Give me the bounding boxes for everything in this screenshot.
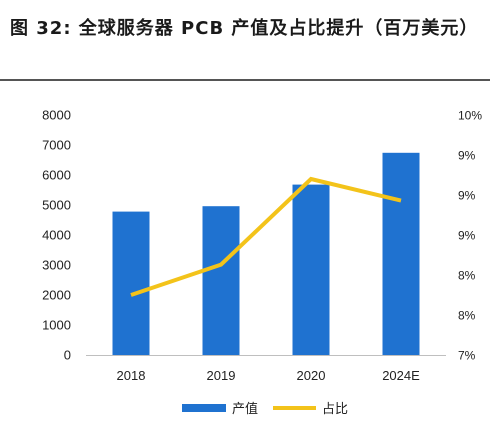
legend-label-bar: 产值: [232, 401, 258, 417]
y-right-tick-label: 9%: [458, 229, 476, 243]
y-left-tick-label: 2000: [42, 288, 71, 303]
y-left-tick-label: 6000: [42, 168, 71, 183]
legend-label-line: 占比: [322, 402, 348, 417]
x-tick-label: 2024E: [382, 368, 420, 383]
figure-title: 图 32: 全球服务器 PCB 产值及占比提升（百万美元）: [10, 18, 479, 39]
x-tick-label: 2018: [117, 368, 146, 383]
bar-2019: [202, 206, 240, 355]
y-right-tick-label: 7%: [458, 349, 476, 363]
bar-2020: [292, 184, 330, 355]
legend-swatch-bar: [182, 404, 226, 412]
y-left-tick-label: 4000: [42, 228, 71, 243]
x-tick-label: 2019: [207, 368, 236, 383]
y-left-tick-label: 1000: [42, 318, 71, 333]
bar-2024E: [382, 152, 420, 355]
y-left-tick-label: 3000: [42, 258, 71, 273]
x-tick-label: 2020: [297, 368, 326, 383]
y-right-tick-label: 9%: [458, 189, 476, 203]
y-right-tick-label: 9%: [458, 149, 476, 163]
chart-legend: 产值 占比: [182, 401, 348, 417]
y-left-tick-label: 5000: [42, 198, 71, 213]
y-right-tick-label: 8%: [458, 269, 476, 283]
y-left-tick-label: 8000: [42, 108, 71, 123]
y-right-tick-label: 8%: [458, 309, 476, 323]
y-left-tick-label: 0: [64, 348, 71, 363]
y-right-tick-label: 10%: [458, 109, 482, 123]
bar-2018: [112, 211, 150, 355]
y-left-tick-label: 7000: [42, 138, 71, 153]
series-line-占比: [130, 176, 402, 297]
title-divider: [0, 79, 490, 81]
plot-area: 0 1000 2000 3000 4000 5000 6000 7000 8000 7% 8% 8% 9…: [42, 108, 482, 384]
